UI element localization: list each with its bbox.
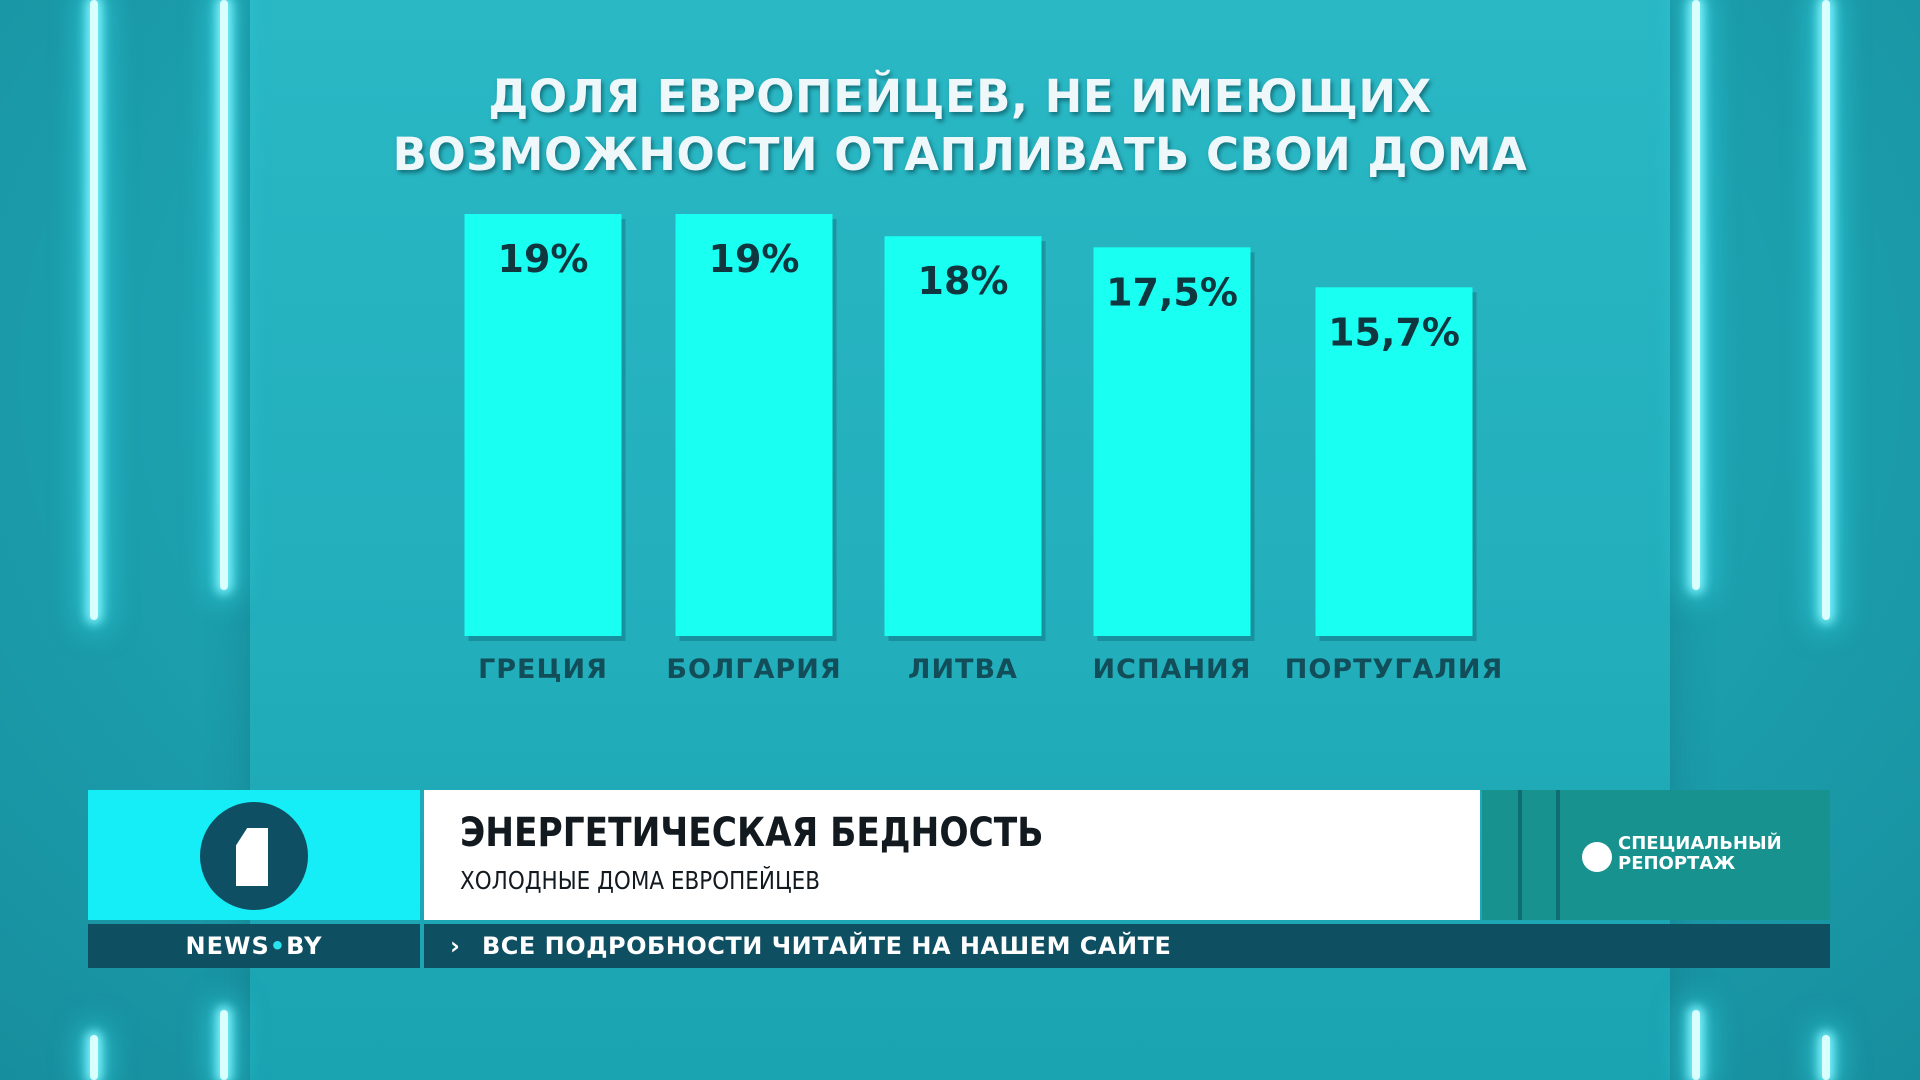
brand-by: BY bbox=[286, 932, 323, 960]
category-label: ЛИТВА bbox=[908, 654, 1018, 685]
ticker-brand: NEWS•BY bbox=[186, 932, 323, 960]
brand-news: NEWS bbox=[185, 932, 270, 960]
neon-light-right-outer bbox=[1822, 0, 1830, 620]
ticker-bar: › ВСЕ ПОДРОБНОСТИ ЧИТАЙТЕ НА НАШЕМ САЙТЕ bbox=[424, 924, 1830, 968]
neon-light-right-bottom-inner bbox=[1692, 1010, 1700, 1080]
logo-numeral-shape bbox=[236, 828, 268, 886]
badge-line-2: РЕПОРТАЖ bbox=[1618, 853, 1736, 874]
bar bbox=[464, 214, 622, 636]
bar-value-label: 17,5% bbox=[1106, 270, 1238, 314]
bar-value-label: 19% bbox=[709, 237, 800, 281]
bar-value-label: 15,7% bbox=[1328, 310, 1460, 354]
bar-chart: 19% ГРЕЦИЯ 19% БОЛГАРИЯ 18% ЛИТВА 17,5% ИСПАНИЯ… bbox=[464, 214, 1504, 685]
category-label: БОЛГАРИЯ bbox=[666, 654, 841, 685]
brand-dot: • bbox=[269, 932, 287, 960]
chart-title-line-1: ДОЛЯ ЕВРОПЕЙЦЕВ, НЕ ИМЕЮЩИХ bbox=[488, 70, 1432, 123]
chart-title: ДОЛЯ ЕВРОПЕЙЦЕВ, НЕ ИМЕЮЩИХ ВОЗМОЖНОСТИ О… bbox=[300, 68, 1620, 184]
bar-value-label: 18% bbox=[918, 259, 1009, 303]
neon-light-right-bottom-outer bbox=[1822, 1035, 1830, 1080]
category-label: ПОРТУГАЛИЯ bbox=[1285, 654, 1504, 685]
neon-light-right-inner bbox=[1692, 0, 1700, 590]
neon-light-left-bottom-outer bbox=[90, 1035, 98, 1080]
neon-light-left-bottom-inner bbox=[220, 1010, 228, 1080]
bar-value-label: 19% bbox=[498, 237, 589, 281]
channel-logo-box bbox=[88, 790, 420, 920]
bar bbox=[1315, 287, 1473, 636]
chart-title-line-2: ВОЗМОЖНОСТИ ОТАПЛИВАТЬ СВОИ ДОМА bbox=[392, 128, 1528, 181]
badge-stripe bbox=[1518, 790, 1522, 920]
lower-third-caption: ЭНЕРГЕТИЧЕСКАЯ БЕДНОСТЬ ХОЛОДНЫЕ ДОМА ЕВ… bbox=[424, 790, 1480, 920]
channel-one-logo-icon bbox=[200, 802, 308, 910]
category-label: ГРЕЦИЯ bbox=[478, 654, 608, 685]
lower-third-headline: ЭНЕРГЕТИЧЕСКАЯ БЕДНОСТЬ bbox=[460, 810, 1044, 856]
lower-third-subheadline: ХОЛОДНЫЕ ДОМА ЕВРОПЕЙЦЕВ bbox=[460, 866, 820, 895]
bar bbox=[884, 236, 1042, 637]
badge-text: СПЕЦИАЛЬНЫЙ РЕПОРТАЖ bbox=[1618, 834, 1782, 874]
neon-light-left-inner bbox=[220, 0, 228, 590]
neon-light-left-outer bbox=[90, 0, 98, 620]
badge-line-1: СПЕЦИАЛЬНЫЙ bbox=[1618, 833, 1782, 854]
chevron-right-icon: › bbox=[450, 932, 460, 960]
badge-dot-icon bbox=[1582, 842, 1612, 872]
ticker-brand-box: NEWS•BY bbox=[88, 924, 420, 968]
special-report-badge: СПЕЦИАЛЬНЫЙ РЕПОРТАЖ bbox=[1482, 790, 1830, 920]
bar bbox=[675, 214, 833, 636]
bar bbox=[1093, 247, 1251, 636]
category-label: ИСПАНИЯ bbox=[1093, 654, 1252, 685]
badge-stripe bbox=[1556, 790, 1560, 920]
ticker-text: ВСЕ ПОДРОБНОСТИ ЧИТАЙТЕ НА НАШЕМ САЙТЕ bbox=[482, 932, 1172, 960]
